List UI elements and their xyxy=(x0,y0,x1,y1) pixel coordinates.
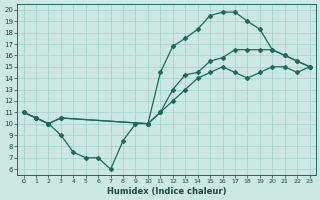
X-axis label: Humidex (Indice chaleur): Humidex (Indice chaleur) xyxy=(107,187,226,196)
